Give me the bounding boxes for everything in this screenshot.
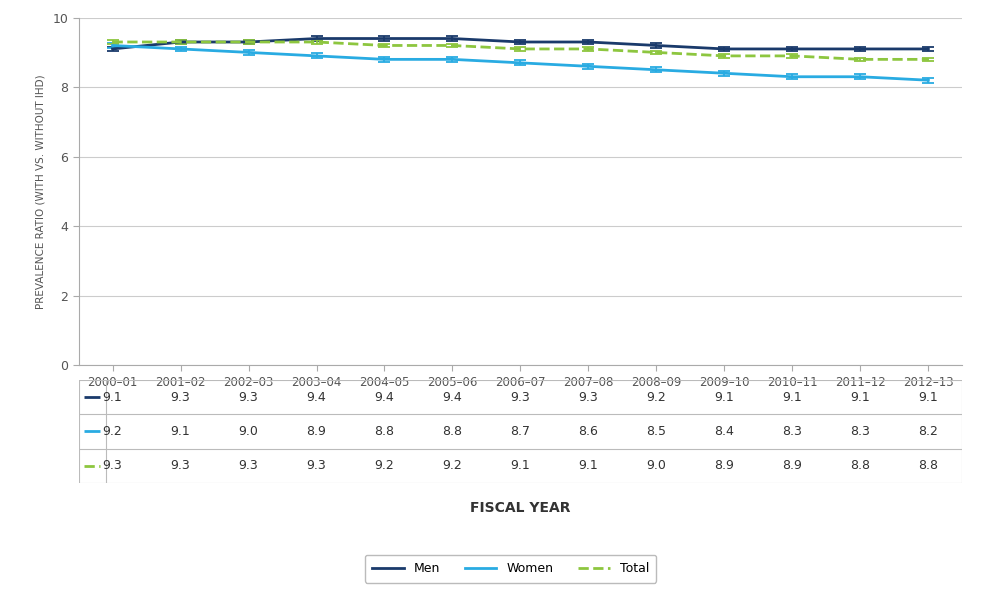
Text: 8.9: 8.9 (306, 425, 326, 438)
Text: 9.3: 9.3 (578, 391, 598, 403)
Text: FISCAL YEAR: FISCAL YEAR (470, 501, 571, 515)
Text: 9.1: 9.1 (171, 425, 191, 438)
Legend: Men, Women, Total: Men, Women, Total (365, 555, 656, 583)
Text: 8.3: 8.3 (783, 425, 802, 438)
Text: 8.9: 8.9 (783, 459, 802, 472)
Text: 9.1: 9.1 (715, 391, 735, 403)
Text: 9.1: 9.1 (578, 459, 598, 472)
Text: 9.2: 9.2 (103, 425, 123, 438)
Text: 8.8: 8.8 (443, 425, 463, 438)
Text: 8.4: 8.4 (715, 425, 735, 438)
Text: 9.3: 9.3 (306, 459, 326, 472)
Text: 9.4: 9.4 (374, 391, 395, 403)
Text: 8.9: 8.9 (715, 459, 735, 472)
Text: 8.8: 8.8 (850, 459, 870, 472)
Text: 9.3: 9.3 (171, 391, 191, 403)
Text: 9.1: 9.1 (850, 391, 870, 403)
Y-axis label: PREVALENCE RATIO (WITH VS. WITHOUT IHD): PREVALENCE RATIO (WITH VS. WITHOUT IHD) (35, 74, 45, 309)
Text: 9.3: 9.3 (239, 391, 258, 403)
Text: 9.3: 9.3 (511, 391, 530, 403)
Text: 8.3: 8.3 (850, 425, 870, 438)
Text: 9.3: 9.3 (103, 459, 123, 472)
Text: 9.1: 9.1 (918, 391, 938, 403)
Text: 9.0: 9.0 (646, 459, 667, 472)
Text: 9.2: 9.2 (374, 459, 395, 472)
Text: 9.1: 9.1 (103, 391, 123, 403)
Text: 9.3: 9.3 (239, 459, 258, 472)
Text: 8.8: 8.8 (918, 459, 939, 472)
Text: 9.1: 9.1 (783, 391, 802, 403)
Text: 9.4: 9.4 (443, 391, 463, 403)
Text: 8.5: 8.5 (646, 425, 667, 438)
Text: 8.7: 8.7 (511, 425, 530, 438)
Text: 9.1: 9.1 (511, 459, 530, 472)
Text: 9.2: 9.2 (443, 459, 463, 472)
Text: 9.3: 9.3 (171, 459, 191, 472)
Text: 8.2: 8.2 (918, 425, 939, 438)
Text: 8.8: 8.8 (374, 425, 395, 438)
Text: 9.4: 9.4 (306, 391, 326, 403)
Text: 8.6: 8.6 (578, 425, 598, 438)
Text: 9.0: 9.0 (239, 425, 258, 438)
Text: 9.2: 9.2 (646, 391, 667, 403)
